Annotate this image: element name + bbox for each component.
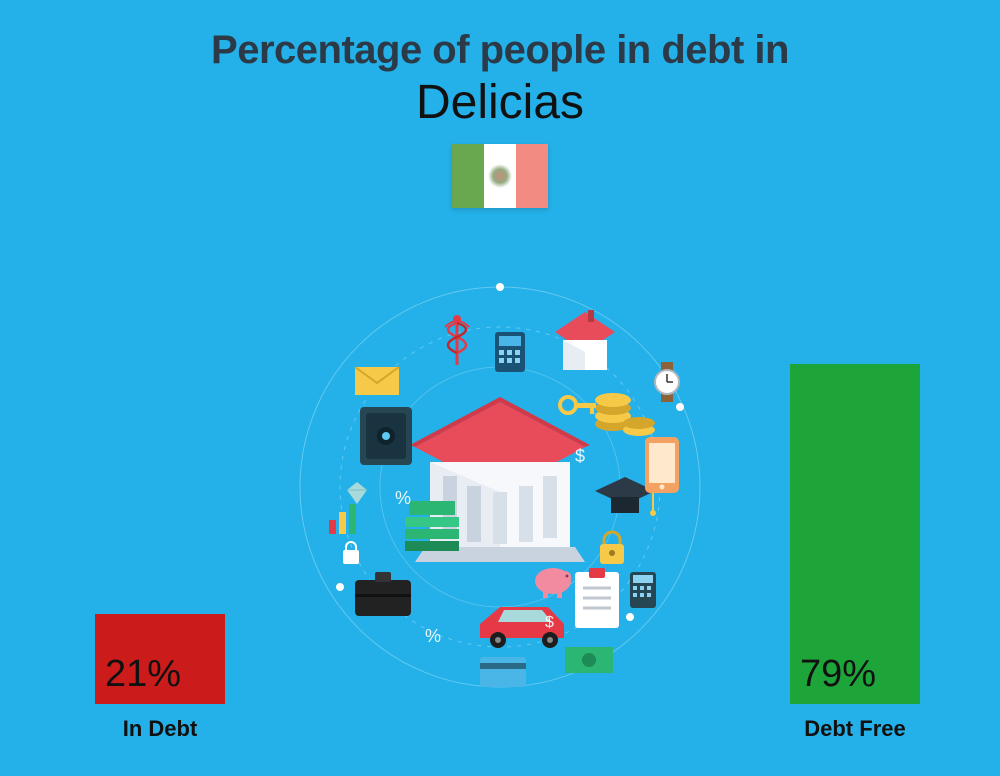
svg-text:$: $ (575, 446, 585, 466)
svg-text:$: $ (545, 614, 554, 631)
envelope-icon (355, 367, 399, 395)
bar-label-debt-free: Debt Free (790, 716, 920, 742)
bar-rect-in-debt: 21% (95, 614, 225, 704)
calculator-small-icon (630, 572, 656, 608)
caduceus-icon (445, 315, 469, 365)
credit-card-icon (480, 657, 526, 687)
finance-illustration-svg: % % $ $ (285, 272, 715, 702)
bar-debt-free: 79% Debt Free (790, 364, 920, 742)
mexico-flag-icon (452, 144, 548, 208)
chart-subtitle: Delicias (0, 75, 1000, 130)
bar-rect-debt-free: 79% (790, 364, 920, 704)
chart-area: % % $ $ (0, 252, 1000, 742)
banknote-icon (565, 647, 613, 673)
flag-stripe-right (516, 144, 548, 208)
calculator-icon (495, 332, 525, 372)
bar-value-in-debt: 21% (105, 653, 181, 696)
svg-text:%: % (395, 488, 411, 508)
clipboard-icon (575, 568, 619, 628)
phone-icon (645, 437, 679, 493)
bar-label-in-debt: In Debt (95, 716, 225, 742)
bar-value-debt-free: 79% (800, 653, 876, 696)
flag-stripe-left (452, 144, 484, 208)
bar-in-debt: 21% In Debt (95, 614, 225, 742)
watch-icon (655, 362, 679, 402)
flag-emblem-icon (488, 164, 512, 188)
safe-icon (360, 407, 412, 465)
svg-text:%: % (425, 626, 441, 646)
finance-illustration: % % $ $ (285, 272, 715, 702)
cash-stack-icon (405, 501, 459, 551)
briefcase-icon (355, 572, 411, 616)
chart-title: Percentage of people in debt in (0, 0, 1000, 73)
padlock-icon (600, 532, 624, 564)
coins-icon (595, 393, 655, 436)
bar-chart-icon (329, 504, 356, 534)
diamond-icon (347, 482, 367, 504)
house-icon (555, 310, 615, 370)
key-icon (560, 397, 596, 414)
piggy-bank-icon (535, 568, 571, 598)
